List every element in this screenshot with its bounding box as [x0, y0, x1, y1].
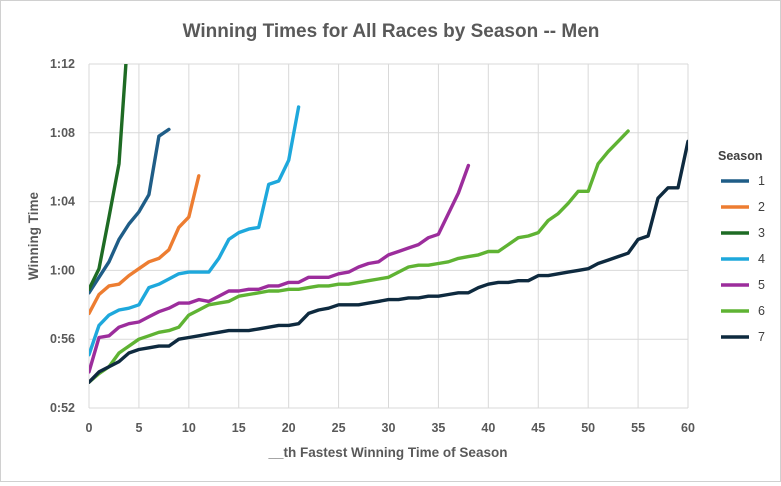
legend-label-1: 1: [758, 174, 765, 188]
legend-title: Season: [718, 149, 762, 163]
series-line-5: [89, 163, 471, 374]
y-tick-label: 0:52: [50, 401, 75, 415]
chart-title: Winning Times for All Races by Season --…: [183, 21, 600, 42]
legend: Season 1 2 3 4 5 6 7: [718, 149, 765, 344]
legend-label-4: 4: [758, 252, 765, 266]
x-tick-label: 10: [182, 421, 196, 435]
y-tick-label: 1:04: [50, 195, 75, 209]
y-axis-title: Winning Time: [26, 191, 41, 280]
legend-label-6: 6: [758, 304, 765, 318]
y-tick-label: 1:00: [50, 263, 75, 277]
x-axis-ticks: 0 5 10 15 20 25 30 35 40 45 50 55 60: [86, 421, 695, 435]
series-line-7: [89, 139, 688, 384]
x-tick-label: 50: [581, 421, 595, 435]
x-tick-label: 40: [481, 421, 495, 435]
x-tick-label: 20: [282, 421, 296, 435]
series-line-4: [89, 105, 301, 357]
x-tick-label: 35: [431, 421, 445, 435]
y-axis-ticks: 0:52 0:56 1:00 1:04 1:08 1:12: [50, 57, 75, 415]
y-tick-label: 0:56: [50, 332, 75, 346]
x-tick-label: 15: [232, 421, 246, 435]
x-tick-label: 60: [681, 421, 695, 435]
series-line-6: [89, 129, 630, 384]
x-axis-title: __th Fastest Winning Time of Season: [268, 445, 508, 460]
legend-label-7: 7: [758, 330, 765, 344]
y-tick-label: 1:08: [50, 126, 75, 140]
x-tick-label: 25: [332, 421, 346, 435]
x-tick-label: 5: [135, 421, 142, 435]
x-tick-label: 30: [382, 421, 396, 435]
legend-label-2: 2: [758, 200, 765, 214]
series-line-3: [89, 64, 128, 291]
y-tick-label: 1:12: [50, 57, 75, 71]
legend-label-3: 3: [758, 226, 765, 240]
series-lines: [89, 64, 688, 384]
legend-label-5: 5: [758, 278, 765, 292]
series-line-2: [89, 174, 201, 316]
series-line-1: [89, 127, 171, 295]
gridlines: [88, 63, 689, 409]
x-tick-label: 55: [631, 421, 645, 435]
x-tick-label: 45: [531, 421, 545, 435]
x-tick-label: 0: [86, 421, 93, 435]
